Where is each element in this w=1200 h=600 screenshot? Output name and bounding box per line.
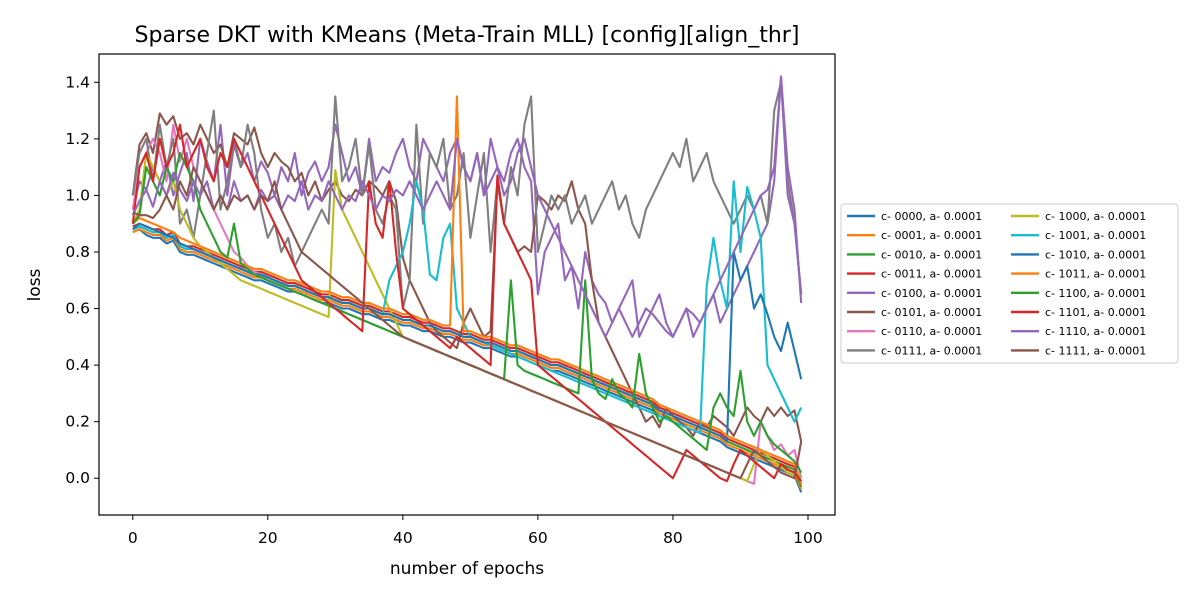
legend-label: c- 0101, a- 0.0001 [881,306,982,319]
series-line-10 [132,222,803,443]
x-tick-label: 80 [663,529,683,547]
legend-label: c- 1110, a- 0.0001 [1045,325,1146,338]
legend-items: c- 0000, a- 0.0001 c- 0001, a- 0.0001 c- 0… [847,210,1146,357]
x-tick-label: 0 [128,529,138,547]
series-line-11 [132,95,803,485]
y-tick-label: 1.0 [65,186,90,204]
plot-area-frame [98,53,836,516]
y-axis-label: loss [25,268,45,301]
x-tick-label: 20 [258,529,278,547]
legend-label: c- 0010, a- 0.0001 [881,248,982,261]
series-line-13 [131,123,803,483]
legend-label: c- 1101, a- 0.0001 [1045,306,1146,319]
chart-title: Sparse DKT with KMeans (Meta-Train MLL) … [135,23,800,48]
legend-label: c- 1100, a- 0.0001 [1045,287,1146,300]
legend-label: c- 0111, a- 0.0001 [881,344,982,357]
x-axis-ticks: 0 20 40 60 80 100 [128,515,823,547]
x-tick-label: 100 [793,529,823,547]
series-line-1 [132,228,803,490]
legend-label: c- 0000, a- 0.0001 [881,210,982,223]
x-tick-label: 60 [528,529,548,547]
y-tick-label: 1.4 [65,73,90,91]
legend: c- 0000, a- 0.0001 c- 0001, a- 0.0001 c- 0… [840,203,1179,364]
legend-label: c- 0110, a- 0.0001 [881,325,982,338]
x-tick-label: 40 [393,529,413,547]
legend-label: c- 1011, a- 0.0001 [1045,268,1146,281]
series-line-3 [132,222,803,485]
series-line-7 [131,81,803,310]
legend-label: c- 1111, a- 0.0001 [1045,344,1146,357]
y-tick-label: 0.0 [65,469,90,487]
legend-frame [840,203,1179,364]
y-tick-label: 1.2 [65,130,90,148]
series-line-15 [132,166,803,480]
plot-series-group [131,75,803,493]
x-axis-label: number of epochs [390,559,544,579]
y-tick-label: 0.4 [65,356,90,374]
legend-label: c- 1001, a- 0.0001 [1045,229,1146,242]
legend-label: c- 0011, a- 0.0001 [881,268,982,281]
legend-label: c- 1010, a- 0.0001 [1045,248,1146,261]
legend-label: c- 0001, a- 0.0001 [881,229,982,242]
legend-label: c- 1000, a- 0.0001 [1045,210,1146,223]
y-tick-label: 0.6 [65,300,90,318]
legend-label: c- 0100, a- 0.0001 [881,287,982,300]
y-axis-ticks: 0.0 0.2 0.4 0.6 0.8 1.0 1.2 1.4 [65,73,99,487]
y-tick-label: 0.2 [65,413,90,431]
y-tick-label: 0.8 [65,243,90,261]
